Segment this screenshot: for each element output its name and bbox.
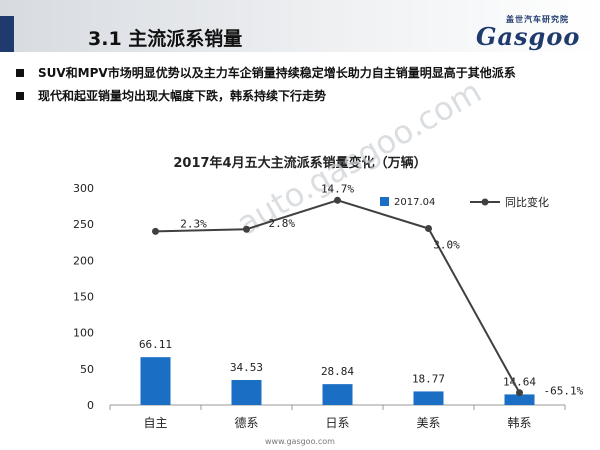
header-accent — [0, 16, 14, 52]
gasgoo-logo: 盖世汽车研究院 Gasgoo — [466, 14, 594, 51]
bar-data-label: 18.77 — [412, 372, 445, 385]
logo-cn-text: 盖世汽车研究院 — [506, 15, 569, 24]
bar-data-label: 34.53 — [230, 361, 263, 374]
line-data-label: 2.3% — [180, 217, 207, 230]
bar-data-label: 14.64 — [503, 375, 536, 388]
logo-en-text: Gasgoo — [476, 22, 581, 51]
line-data-label: -65.1% — [544, 385, 584, 398]
line-data-label: 3.0% — [433, 239, 460, 252]
bar-1 — [231, 380, 262, 405]
page-title: 3.1 主流派系销量 — [88, 28, 243, 50]
bullet-text: SUV和MPV市场明显优势以及主力车企销量持续稳定增长助力自主销量明显高于其他派… — [38, 66, 516, 80]
x-tick-label: 韩系 — [507, 415, 531, 430]
y-tick-label: 300 — [73, 182, 94, 195]
line-point-3 — [425, 225, 432, 233]
bullet-list: SUV和MPV市场明显优势以及主力车企销量持续稳定增长助力自主销量明显高于其他派… — [16, 63, 516, 109]
bar-4 — [504, 394, 535, 405]
y-tick-label: 150 — [73, 291, 94, 304]
x-tick-label: 美系 — [416, 416, 440, 430]
line-point-4 — [516, 389, 523, 397]
y-tick-label: 250 — [73, 218, 94, 231]
bar-0 — [140, 357, 171, 405]
square-bullet-icon — [16, 69, 24, 77]
bar-2 — [322, 384, 353, 405]
chart-title: 2017年4月五大主流派系销量变化（万辆） — [173, 156, 427, 171]
bullet-text: 现代和起亚销量均出现大幅度下跌，韩系持续下行走势 — [38, 89, 327, 103]
header-bar: 3.1 主流派系销量 盖世汽车研究院 Gasgoo — [0, 0, 600, 52]
legend-line-marker — [481, 198, 489, 206]
x-tick-label: 日系 — [325, 416, 349, 430]
line-point-2 — [334, 196, 341, 204]
line-point-1 — [243, 225, 250, 233]
y-tick-label: 0 — [87, 399, 94, 412]
bullet-item: SUV和MPV市场明显优势以及主力车企销量持续稳定增长助力自主销量明显高于其他派… — [16, 63, 516, 83]
line-data-label: 2.8% — [269, 217, 296, 230]
bullet-item: 现代和起亚销量均出现大幅度下跌，韩系持续下行走势 — [16, 86, 516, 106]
line-series-path — [155, 199, 521, 394]
bar-data-label: 28.84 — [321, 365, 354, 378]
square-bullet-icon — [16, 92, 24, 100]
bar-3 — [413, 391, 444, 405]
footer-url: www.gasgoo.com — [265, 437, 335, 446]
line-data-label: 14.7% — [321, 182, 354, 195]
legend-bar-swatch — [380, 197, 389, 206]
y-tick-label: 100 — [73, 327, 94, 340]
legend-bar-label: 2017.04 — [394, 197, 435, 208]
x-tick-label: 自主 — [143, 416, 167, 430]
legend-line-label: 同比变化 — [505, 195, 549, 209]
y-tick-label: 200 — [73, 254, 94, 267]
line-point-0 — [152, 227, 159, 235]
bar-data-label: 66.11 — [139, 338, 172, 351]
y-tick-label: 50 — [80, 363, 94, 376]
x-tick-label: 德系 — [234, 415, 258, 430]
